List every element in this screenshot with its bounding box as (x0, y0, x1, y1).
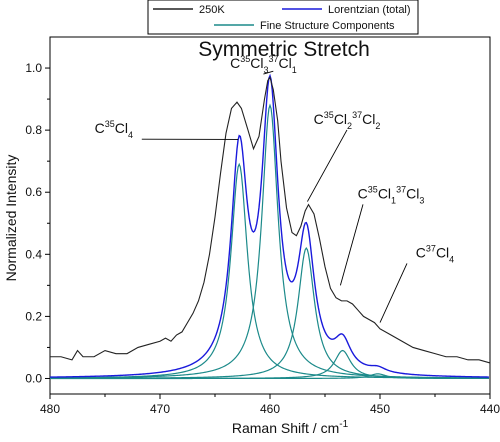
y-axis-title: Normalized Intensity (3, 155, 19, 282)
legend: 250K Lorentzian (total) Fine Structure C… (147, 0, 419, 35)
y-tick-label: 0.2 (25, 309, 42, 323)
x-tick-label: 480 (40, 402, 60, 416)
molecule-label-part: Cl (378, 185, 391, 201)
molecule-label-part: C (314, 111, 324, 127)
annotation-leader (379, 263, 408, 323)
annotation-layer: C35Cl337Cl1C35Cl4C35Cl237Cl2C35Cl137Cl3C… (95, 54, 454, 323)
molecule-label: C35Cl4 (95, 119, 133, 140)
x-axis-title-superscript: -1 (339, 419, 348, 430)
molecule-label: C35Cl237Cl2 (314, 110, 381, 131)
y-tick-label: 0.0 (25, 371, 42, 385)
y-tick-label: 1.0 (25, 61, 42, 75)
component-line (49, 103, 489, 379)
molecule-label-part: 1 (292, 65, 297, 75)
y-axis: 0.0 0.2 0.4 0.6 0.8 1.0 (25, 61, 50, 385)
x-axis: 480 470 460 450 440 (40, 394, 500, 416)
legend-box (147, 0, 419, 35)
x-tick-label: 460 (260, 402, 280, 416)
annotation-leader (263, 70, 274, 75)
molecule-label-part: Cl (406, 185, 419, 201)
molecule-label-part: 4 (128, 130, 133, 140)
molecule-label-part: 37 (352, 110, 362, 120)
series-layer (49, 73, 491, 380)
molecule-label-part: 35 (324, 110, 334, 120)
molecule-label-part: C (95, 120, 105, 136)
molecule-label-part: 35 (368, 184, 378, 194)
x-tick-label: 450 (370, 402, 390, 416)
x-axis-title: Raman Shift / cm-1 (232, 419, 349, 436)
molecule-label-part: Cl (250, 55, 263, 71)
lorentzian-total-line (49, 73, 489, 378)
molecule-label-part: 1 (391, 195, 396, 205)
molecule-label-part: Cl (334, 111, 347, 127)
component-line (50, 349, 489, 380)
molecule-label: C35Cl337Cl1 (230, 54, 297, 75)
annotation-leader (307, 129, 348, 202)
x-tick-label: 440 (480, 402, 500, 416)
annotation-leader (339, 204, 364, 286)
molecule-label-part: 3 (263, 65, 268, 75)
legend-label-lorentzian: Lorentzian (total) (328, 4, 411, 16)
component-line (50, 247, 489, 379)
molecule-label-part: 37 (268, 54, 278, 64)
legend-label-components: Fine Structure Components (260, 20, 395, 32)
molecule-label-part: 3 (419, 195, 424, 205)
legend-label-250k: 250K (199, 4, 225, 16)
molecule-label: C35Cl137Cl3 (358, 184, 425, 205)
y-tick-label: 0.6 (25, 185, 42, 199)
molecule-label-part: 35 (240, 54, 250, 64)
component-line (50, 373, 489, 380)
molecule-label-part: C (416, 244, 426, 260)
molecule-label-part: Cl (436, 244, 449, 260)
molecule-label-part: 2 (375, 121, 380, 131)
measured-250k-line (50, 76, 491, 364)
molecule-label-part: C (230, 55, 240, 71)
molecule-label-part: Cl (362, 111, 375, 127)
molecule-label-part: C (358, 185, 368, 201)
y-tick-label: 0.4 (25, 247, 42, 261)
molecule-label-part: 4 (449, 254, 454, 264)
y-tick-label: 0.8 (25, 123, 42, 137)
molecule-label-part: 2 (347, 121, 352, 131)
molecule-label: C37Cl4 (416, 243, 454, 264)
molecule-label-part: 37 (426, 243, 436, 253)
molecule-label-part: Cl (115, 120, 128, 136)
x-tick-label: 470 (150, 402, 170, 416)
plot-area (49, 36, 491, 395)
x-axis-title-text: Raman Shift / cm (232, 420, 339, 436)
molecule-label-part: 35 (105, 119, 115, 129)
molecule-label-part: 37 (396, 184, 406, 194)
molecule-label-part: Cl (278, 55, 291, 71)
chart-title: Symmetric Stretch (198, 38, 370, 61)
